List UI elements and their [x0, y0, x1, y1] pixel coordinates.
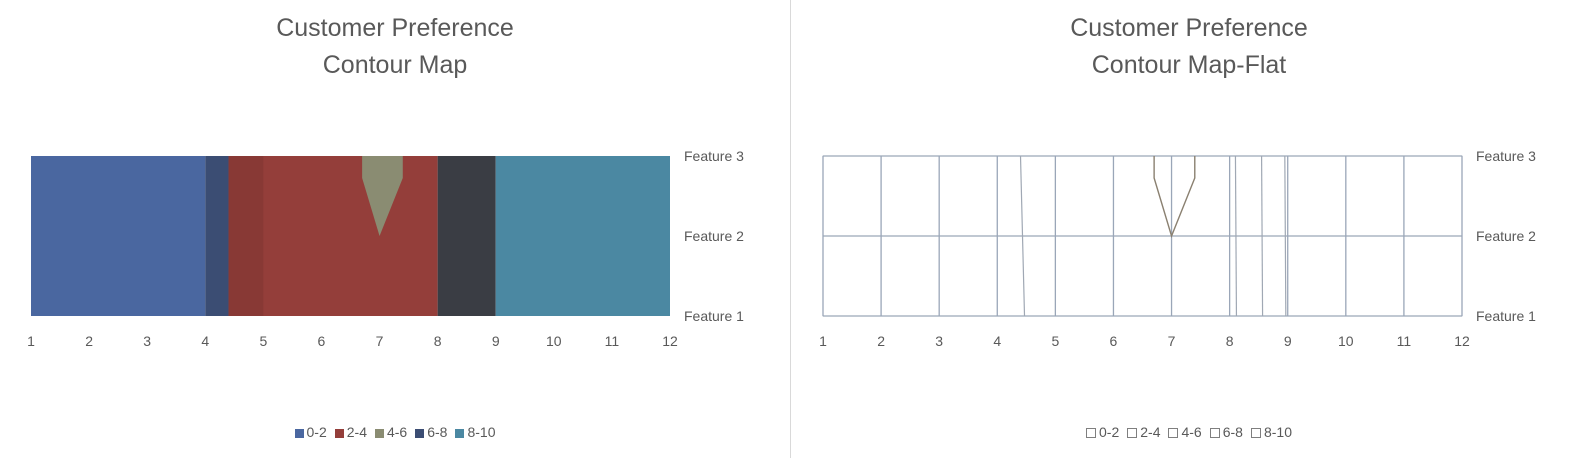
x-tick-label: 1 [27, 333, 35, 349]
legend-item: 6-8 [415, 424, 447, 440]
chart-title: Customer Preference Contour Map [0, 10, 790, 84]
x-tick-label: 9 [492, 333, 500, 349]
contour-line [1019, 155, 1026, 317]
chart-title-line-1: Customer Preference [1070, 14, 1308, 42]
x-tick-label: 7 [1168, 333, 1176, 349]
x-tick-label: 12 [1454, 333, 1470, 349]
legend-item: 2-4 [334, 424, 367, 440]
x-tick-label: 11 [1397, 333, 1412, 349]
x-tick-label: 4 [993, 333, 1001, 349]
contour-band [31, 156, 206, 316]
panel-divider [790, 0, 791, 458]
legend-item: 0-2 [1086, 424, 1119, 440]
legend-swatch [415, 429, 425, 438]
legend-swatch [1168, 428, 1179, 438]
contour-peak-outline [1153, 156, 1196, 239]
legend-swatch [294, 429, 304, 438]
x-tick-label: 6 [318, 333, 326, 349]
legend-swatch [1086, 428, 1097, 438]
chart-title: Customer Preference Contour Map-Flat [792, 10, 1586, 84]
x-tick-label: 4 [201, 333, 209, 349]
contour-band-transition [228, 156, 264, 316]
legend-swatch [1209, 428, 1220, 438]
x-tick-label: 6 [1110, 333, 1118, 349]
chart-title-line-2: Contour Map-Flat [1091, 51, 1287, 79]
x-tick-label: 2 [877, 333, 885, 349]
y-category-label: Feature 1 [1476, 308, 1536, 324]
contour-band [205, 156, 229, 316]
legend-item: 4-6 [374, 424, 408, 440]
x-tick-label: 11 [605, 333, 620, 349]
legend-label: 6-8 [1222, 424, 1243, 440]
legend-swatch [455, 429, 465, 438]
legend-item: 4-6 [1168, 424, 1202, 440]
y-category-label: Feature 3 [684, 148, 744, 164]
legend-item: 0-2 [294, 424, 327, 440]
legend-label: 8-10 [467, 424, 496, 440]
x-tick-label: 9 [1284, 333, 1292, 349]
x-tick-label: 8 [434, 333, 442, 349]
legend-label: 2-4 [1140, 424, 1161, 440]
x-tick-label: 12 [662, 333, 678, 349]
legend-label: 4-6 [1181, 424, 1202, 440]
legend-label: 6-8 [427, 424, 448, 440]
x-tick-label: 5 [259, 333, 267, 349]
legend-label: 4-6 [386, 424, 408, 440]
contour-peak [362, 156, 403, 236]
legend-label: 2-4 [346, 424, 367, 440]
legend-item: 2-4 [1127, 424, 1160, 440]
x-tick-label: 7 [376, 333, 384, 349]
legend: 0-2 2-4 4-6 6-8 8-10 [792, 424, 1586, 440]
contour-line [1260, 155, 1264, 317]
legend-swatch [1250, 428, 1261, 438]
x-tick-label: 1 [819, 333, 827, 349]
legend-label: 0-2 [306, 424, 327, 440]
y-category-label: Feature 2 [1476, 228, 1536, 244]
contour-band [228, 156, 438, 316]
x-tick-label: 2 [85, 333, 93, 349]
y-category-label: Feature 3 [1476, 148, 1536, 164]
legend-item: 6-8 [1209, 424, 1243, 440]
chart-title-line-1: Customer Preference [276, 14, 514, 42]
legend-label: 0-2 [1099, 424, 1120, 440]
contour-line [1284, 155, 1287, 317]
x-tick-label: 8 [1226, 333, 1234, 349]
contour-band [495, 156, 670, 316]
contour-band [437, 156, 496, 316]
y-category-label: Feature 1 [684, 308, 744, 324]
x-tick-label: 3 [935, 333, 943, 349]
legend: 0-2 2-4 4-6 6-8 8-10 [0, 424, 790, 440]
legend-label: 8-10 [1263, 424, 1292, 440]
legend-item: 8-10 [455, 424, 495, 440]
x-tick-label: 3 [143, 333, 151, 349]
y-category-label: Feature 2 [684, 228, 744, 244]
x-tick-label: 10 [546, 333, 562, 349]
x-tick-label: 10 [1338, 333, 1354, 349]
x-tick-label: 5 [1051, 333, 1059, 349]
legend-swatch [374, 429, 384, 438]
legend-item: 8-10 [1250, 424, 1292, 440]
contour-line [1234, 155, 1238, 317]
legend-swatch [1127, 428, 1138, 438]
legend-swatch [334, 429, 344, 438]
chart-title-line-2: Contour Map [322, 51, 468, 79]
